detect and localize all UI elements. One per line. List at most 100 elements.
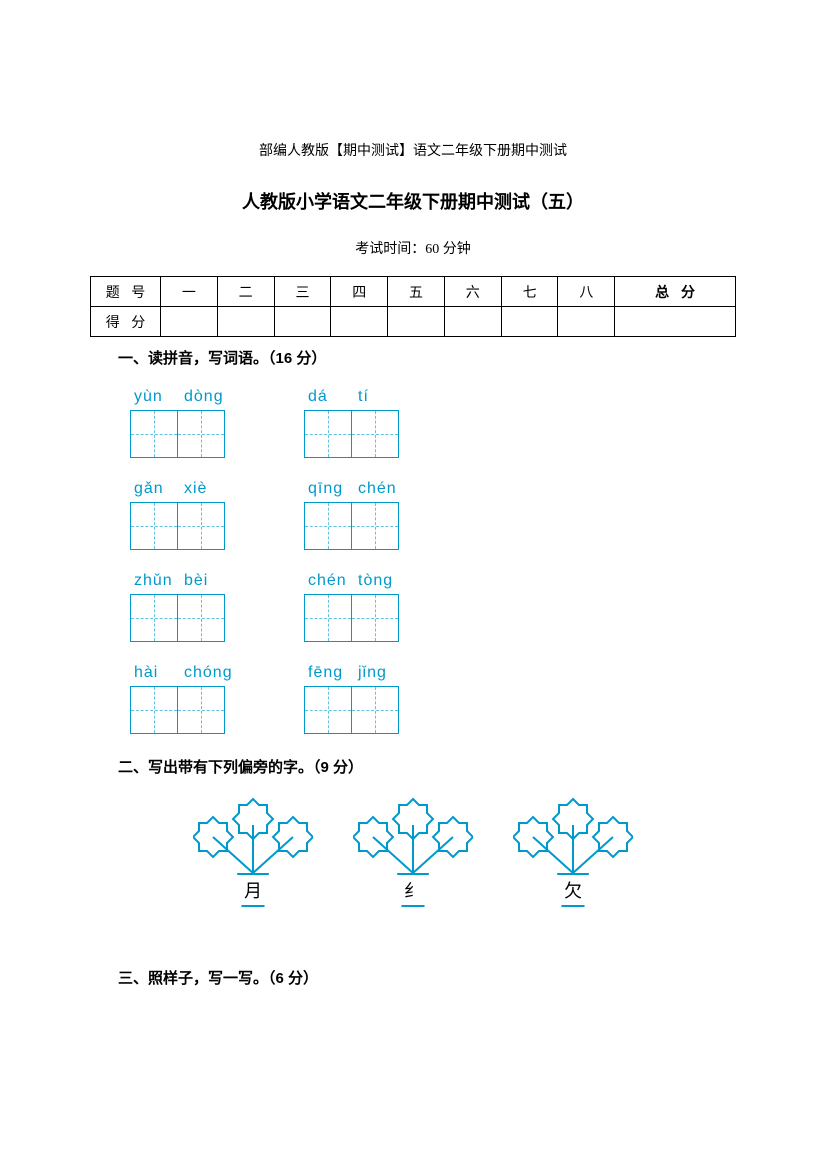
cell: 一 (161, 277, 218, 307)
syllable: dá (308, 388, 358, 406)
char-box[interactable] (177, 410, 225, 458)
syllable: zhǔn (134, 572, 184, 590)
char-boxes (130, 410, 234, 458)
char-boxes (304, 502, 408, 550)
pinyin-text: gǎn xiè (130, 480, 234, 498)
char-box[interactable] (304, 594, 352, 642)
pinyin-block: hài chóng (130, 664, 234, 734)
cell: 四 (331, 277, 388, 307)
char-box[interactable] (304, 502, 352, 550)
char-box[interactable] (130, 410, 178, 458)
char-boxes (304, 594, 408, 642)
cell-label: 题 号 (91, 277, 161, 307)
cell: 八 (558, 277, 615, 307)
syllable: xiè (184, 480, 234, 498)
cell-total: 总 分 (615, 277, 736, 307)
cell[interactable] (331, 307, 388, 337)
char-box[interactable] (351, 686, 399, 734)
char-boxes (130, 502, 234, 550)
score-table: 题 号 一 二 三 四 五 六 七 八 总 分 得 分 (90, 276, 736, 337)
cell[interactable] (274, 307, 331, 337)
syllable: jǐng (358, 664, 408, 682)
radical-pot: 欠 (554, 873, 592, 907)
cell[interactable] (615, 307, 736, 337)
pinyin-row: hài chóng fēng jǐng (130, 664, 736, 734)
section-2-heading: 二、写出带有下列偏旁的字。（9 分） (90, 756, 736, 777)
syllable: tòng (358, 572, 408, 590)
char-box[interactable] (351, 502, 399, 550)
radical-label: 纟 (404, 877, 422, 903)
pinyin-block: yùn dòng (130, 388, 234, 458)
char-box[interactable] (304, 686, 352, 734)
pinyin-section: yùn dòng dá tí gǎn xiè (90, 388, 736, 734)
exam-duration: 考试时间：60 分钟 (90, 238, 736, 258)
char-box[interactable] (351, 410, 399, 458)
radical-section: 月 纟 (90, 797, 736, 907)
radical-pot: 纟 (394, 873, 432, 907)
pinyin-text: yùn dòng (130, 388, 234, 406)
radical-plant: 月 (193, 797, 313, 907)
char-box[interactable] (177, 686, 225, 734)
syllable: dòng (184, 388, 234, 406)
char-box[interactable] (130, 502, 178, 550)
cell-label: 得 分 (91, 307, 161, 337)
cell[interactable] (217, 307, 274, 337)
cell[interactable] (501, 307, 558, 337)
syllable: gǎn (134, 480, 184, 498)
radical-plant: 欠 (513, 797, 633, 907)
radical-label: 月 (244, 877, 262, 903)
cell: 五 (388, 277, 445, 307)
pinyin-text: chén tòng (304, 572, 408, 590)
cell[interactable] (444, 307, 501, 337)
char-box[interactable] (304, 410, 352, 458)
pinyin-text: zhǔn bèi (130, 572, 234, 590)
char-boxes (304, 410, 408, 458)
pinyin-block: qīng chén (304, 480, 408, 550)
cell: 二 (217, 277, 274, 307)
char-boxes (130, 686, 234, 734)
pinyin-block: gǎn xiè (130, 480, 234, 550)
pinyin-text: hài chóng (130, 664, 234, 682)
syllable: yùn (134, 388, 184, 406)
radical-plant: 纟 (353, 797, 473, 907)
table-row: 得 分 (91, 307, 736, 337)
syllable: chóng (184, 664, 234, 682)
char-boxes (130, 594, 234, 642)
syllable: fēng (308, 664, 358, 682)
pinyin-text: dá tí (304, 388, 408, 406)
radical-label: 欠 (564, 877, 582, 903)
syllable: tí (358, 388, 408, 406)
header-text: 部编人教版【期中测试】语文二年级下册期中测试 (90, 140, 736, 160)
char-box[interactable] (177, 594, 225, 642)
pinyin-row: zhǔn bèi chén tòng (130, 572, 736, 642)
pinyin-block: fēng jǐng (304, 664, 408, 734)
pinyin-row: yùn dòng dá tí (130, 388, 736, 458)
syllable: hài (134, 664, 184, 682)
char-box[interactable] (177, 502, 225, 550)
syllable: chén (358, 480, 408, 498)
cell: 七 (501, 277, 558, 307)
cell[interactable] (558, 307, 615, 337)
cell[interactable] (388, 307, 445, 337)
cell: 六 (444, 277, 501, 307)
char-box[interactable] (351, 594, 399, 642)
section-3-heading: 三、照样子，写一写。（6 分） (90, 967, 736, 988)
syllable: qīng (308, 480, 358, 498)
table-row: 题 号 一 二 三 四 五 六 七 八 总 分 (91, 277, 736, 307)
cell[interactable] (161, 307, 218, 337)
pinyin-block: zhǔn bèi (130, 572, 234, 642)
radical-pot: 月 (234, 873, 272, 907)
cell: 三 (274, 277, 331, 307)
char-box[interactable] (130, 594, 178, 642)
page-title: 人教版小学语文二年级下册期中测试（五） (90, 188, 736, 214)
syllable: chén (308, 572, 358, 590)
pinyin-block: chén tòng (304, 572, 408, 642)
char-boxes (304, 686, 408, 734)
char-box[interactable] (130, 686, 178, 734)
section-1-heading: 一、读拼音，写词语。（16 分） (90, 347, 736, 368)
pinyin-row: gǎn xiè qīng chén (130, 480, 736, 550)
pinyin-text: qīng chén (304, 480, 408, 498)
pinyin-block: dá tí (304, 388, 408, 458)
pinyin-text: fēng jǐng (304, 664, 408, 682)
syllable: bèi (184, 572, 234, 590)
